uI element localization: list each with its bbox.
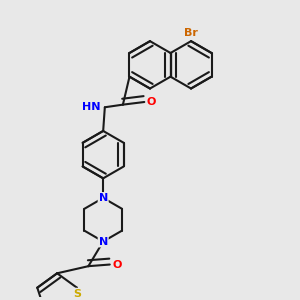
Text: O: O — [112, 260, 122, 269]
Text: O: O — [147, 97, 156, 107]
Text: HN: HN — [82, 102, 101, 112]
Text: N: N — [98, 236, 108, 247]
Text: Br: Br — [184, 28, 198, 38]
Text: S: S — [73, 289, 81, 298]
Text: N: N — [98, 193, 108, 203]
